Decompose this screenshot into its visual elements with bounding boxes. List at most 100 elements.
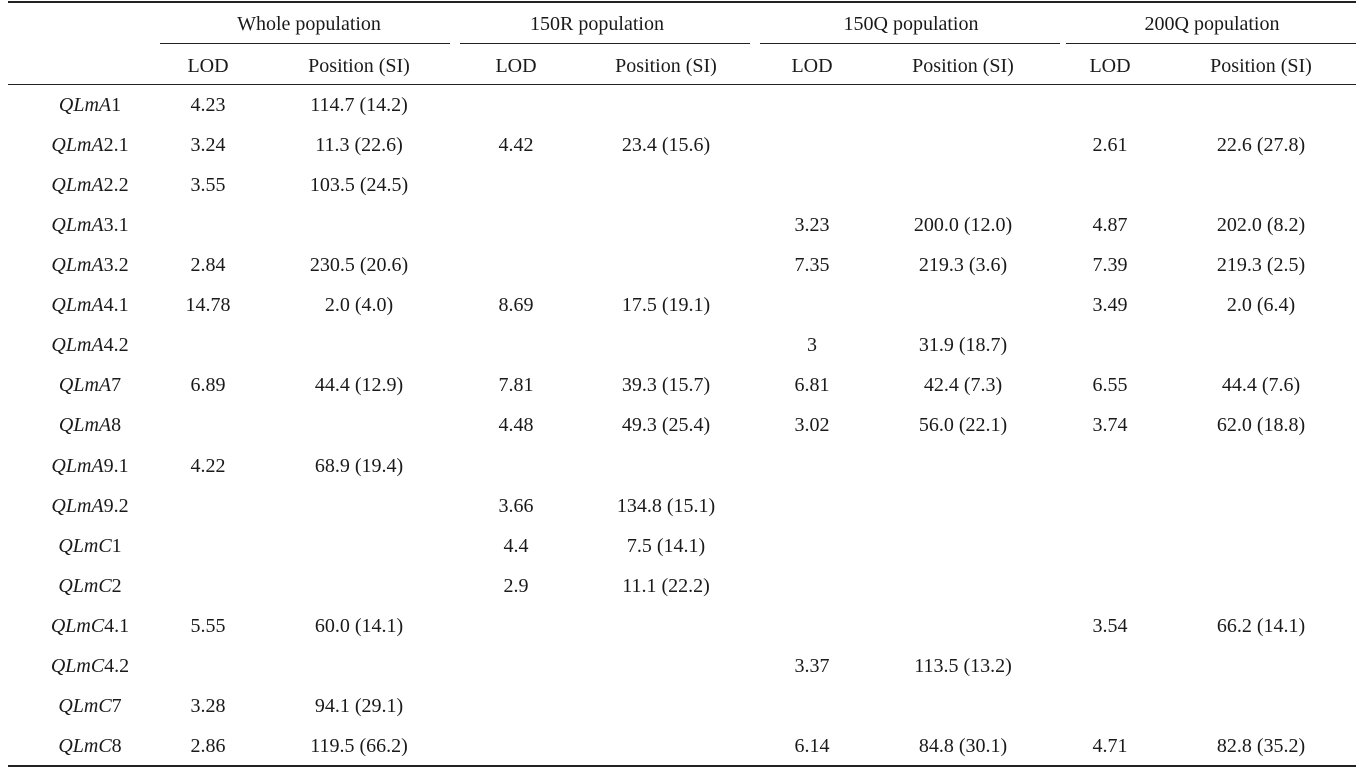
lod-cell: 2.86	[190, 735, 226, 757]
position-cell: 44.4 (12.9)	[314, 374, 404, 396]
position-cell: 56.0 (22.1)	[918, 414, 1008, 436]
lod-cell: 3.02	[794, 414, 830, 436]
qtl-name: QLmA9.1	[51, 456, 128, 476]
qtl-genome: A	[98, 374, 112, 396]
qtl-name-italic: QLm	[50, 655, 91, 677]
lod-cell: 14.78	[185, 294, 231, 316]
qtl-name: QLmC4.1	[51, 616, 129, 636]
position-cell: 2.0 (4.0)	[324, 294, 394, 316]
lod-cell: 4.48	[498, 414, 534, 436]
position-cell: 94.1 (29.1)	[314, 695, 404, 717]
group-header: 150Q population	[843, 13, 979, 35]
lod-cell: 4.71	[1092, 735, 1128, 757]
qtl-suffix: 2.2	[103, 174, 129, 196]
header-bottom-rule	[8, 84, 1356, 85]
qtl-suffix: 4.1	[103, 294, 129, 316]
position-cell: 66.2 (14.1)	[1216, 615, 1306, 637]
qtl-name: QLmA4.1	[51, 295, 128, 315]
position-cell: 62.0 (18.8)	[1216, 414, 1306, 436]
qtl-name: QLmC8	[58, 736, 121, 756]
lod-cell: 4.4	[503, 535, 529, 557]
table-top-rule	[8, 1, 1356, 3]
group-rule-200q	[1066, 43, 1356, 44]
qtl-name: QLmA8	[59, 415, 121, 435]
qtl-name-italic: QLm	[58, 535, 99, 557]
group-rule-150r	[460, 43, 750, 44]
qtl-suffix: 9.2	[103, 495, 129, 517]
qtl-name: QLmA2.1	[51, 135, 128, 155]
qtl-name-italic: QLm	[51, 455, 92, 477]
lod-cell: 7.39	[1092, 254, 1128, 276]
lod-cell: 6.55	[1092, 374, 1128, 396]
qtl-name-italic: QLm	[51, 294, 92, 316]
position-cell: 68.9 (19.4)	[314, 455, 404, 477]
qtl-genome: A	[98, 414, 112, 436]
group-header: 200Q population	[1144, 13, 1280, 35]
qtl-name-italic: QLm	[58, 414, 99, 436]
position-cell: 103.5 (24.5)	[309, 174, 409, 196]
qtl-name: QLmC4.2	[51, 656, 129, 676]
qtl-name: QLmA4.2	[51, 335, 128, 355]
position-cell: 219.3 (2.5)	[1216, 254, 1306, 276]
qtl-genome: A	[91, 134, 104, 156]
qtl-suffix: 7	[111, 374, 122, 396]
position-cell: 11.1 (22.2)	[622, 575, 710, 597]
lod-cell: 3.23	[794, 214, 830, 236]
qtl-name-italic: QLm	[51, 254, 92, 276]
group-rule-whole	[160, 43, 450, 44]
qtl-genome: A	[91, 334, 104, 356]
qtl-suffix: 3.1	[103, 214, 129, 236]
qtl-suffix: 4.2	[103, 334, 129, 356]
qtl-name-italic: QLm	[51, 334, 92, 356]
lod-cell: 7.35	[794, 254, 830, 276]
qtl-name-italic: QLm	[58, 695, 99, 717]
lod-header: LOD	[495, 55, 537, 77]
position-cell: 134.8 (15.1)	[616, 495, 716, 517]
qtl-suffix: 3.2	[103, 254, 129, 276]
qtl-name-italic: QLm	[51, 134, 92, 156]
lod-cell: 3.74	[1092, 414, 1128, 436]
lod-cell: 6.81	[794, 374, 830, 396]
lod-cell: 8.69	[498, 294, 534, 316]
lod-cell: 6.89	[190, 374, 226, 396]
lod-cell: 6.14	[794, 735, 830, 757]
qtl-genome: A	[91, 495, 104, 517]
position-cell: 82.8 (35.2)	[1216, 735, 1306, 757]
qtl-suffix: 1	[111, 535, 122, 557]
qtl-suffix: 7	[111, 695, 122, 717]
qtl-name-italic: QLm	[50, 615, 91, 637]
position-cell: 31.9 (18.7)	[918, 334, 1008, 356]
qtl-genome: C	[98, 735, 112, 757]
qtl-genome: A	[91, 174, 104, 196]
qtl-genome: C	[90, 615, 105, 637]
table-bottom-rule	[8, 765, 1356, 767]
qtl-name: QLmA7	[59, 375, 121, 395]
position-cell: 23.4 (15.6)	[621, 134, 711, 156]
position-cell: 49.3 (25.4)	[621, 414, 711, 436]
position-cell: 119.5 (66.2)	[310, 735, 408, 757]
qtl-name-italic: QLm	[51, 495, 92, 517]
lod-cell: 5.55	[190, 615, 226, 637]
position-header: Position (SI)	[308, 55, 410, 77]
lod-cell: 4.87	[1092, 214, 1128, 236]
lod-header: LOD	[187, 55, 229, 77]
qtl-suffix: 4.2	[104, 655, 130, 677]
lod-cell: 7.81	[498, 374, 534, 396]
group-header: 150R population	[530, 13, 664, 35]
position-cell: 7.5 (14.1)	[626, 535, 706, 557]
qtl-suffix: 8	[111, 735, 122, 757]
qtl-name: QLmA1	[59, 95, 121, 115]
lod-cell: 4.23	[190, 94, 226, 116]
lod-cell: 2.9	[503, 575, 529, 597]
lod-cell: 3.66	[498, 495, 534, 517]
qtl-genome: C	[90, 655, 105, 677]
qtl-name-italic: QLm	[51, 214, 92, 236]
position-cell: 39.3 (15.7)	[621, 374, 711, 396]
lod-cell: 3.28	[190, 695, 226, 717]
lod-cell: 3.54	[1092, 615, 1128, 637]
qtl-genome: C	[98, 535, 112, 557]
qtl-genome: A	[91, 455, 104, 477]
lod-cell: 3.49	[1092, 294, 1128, 316]
qtl-genome: A	[91, 294, 104, 316]
qtl-name-italic: QLm	[51, 174, 92, 196]
